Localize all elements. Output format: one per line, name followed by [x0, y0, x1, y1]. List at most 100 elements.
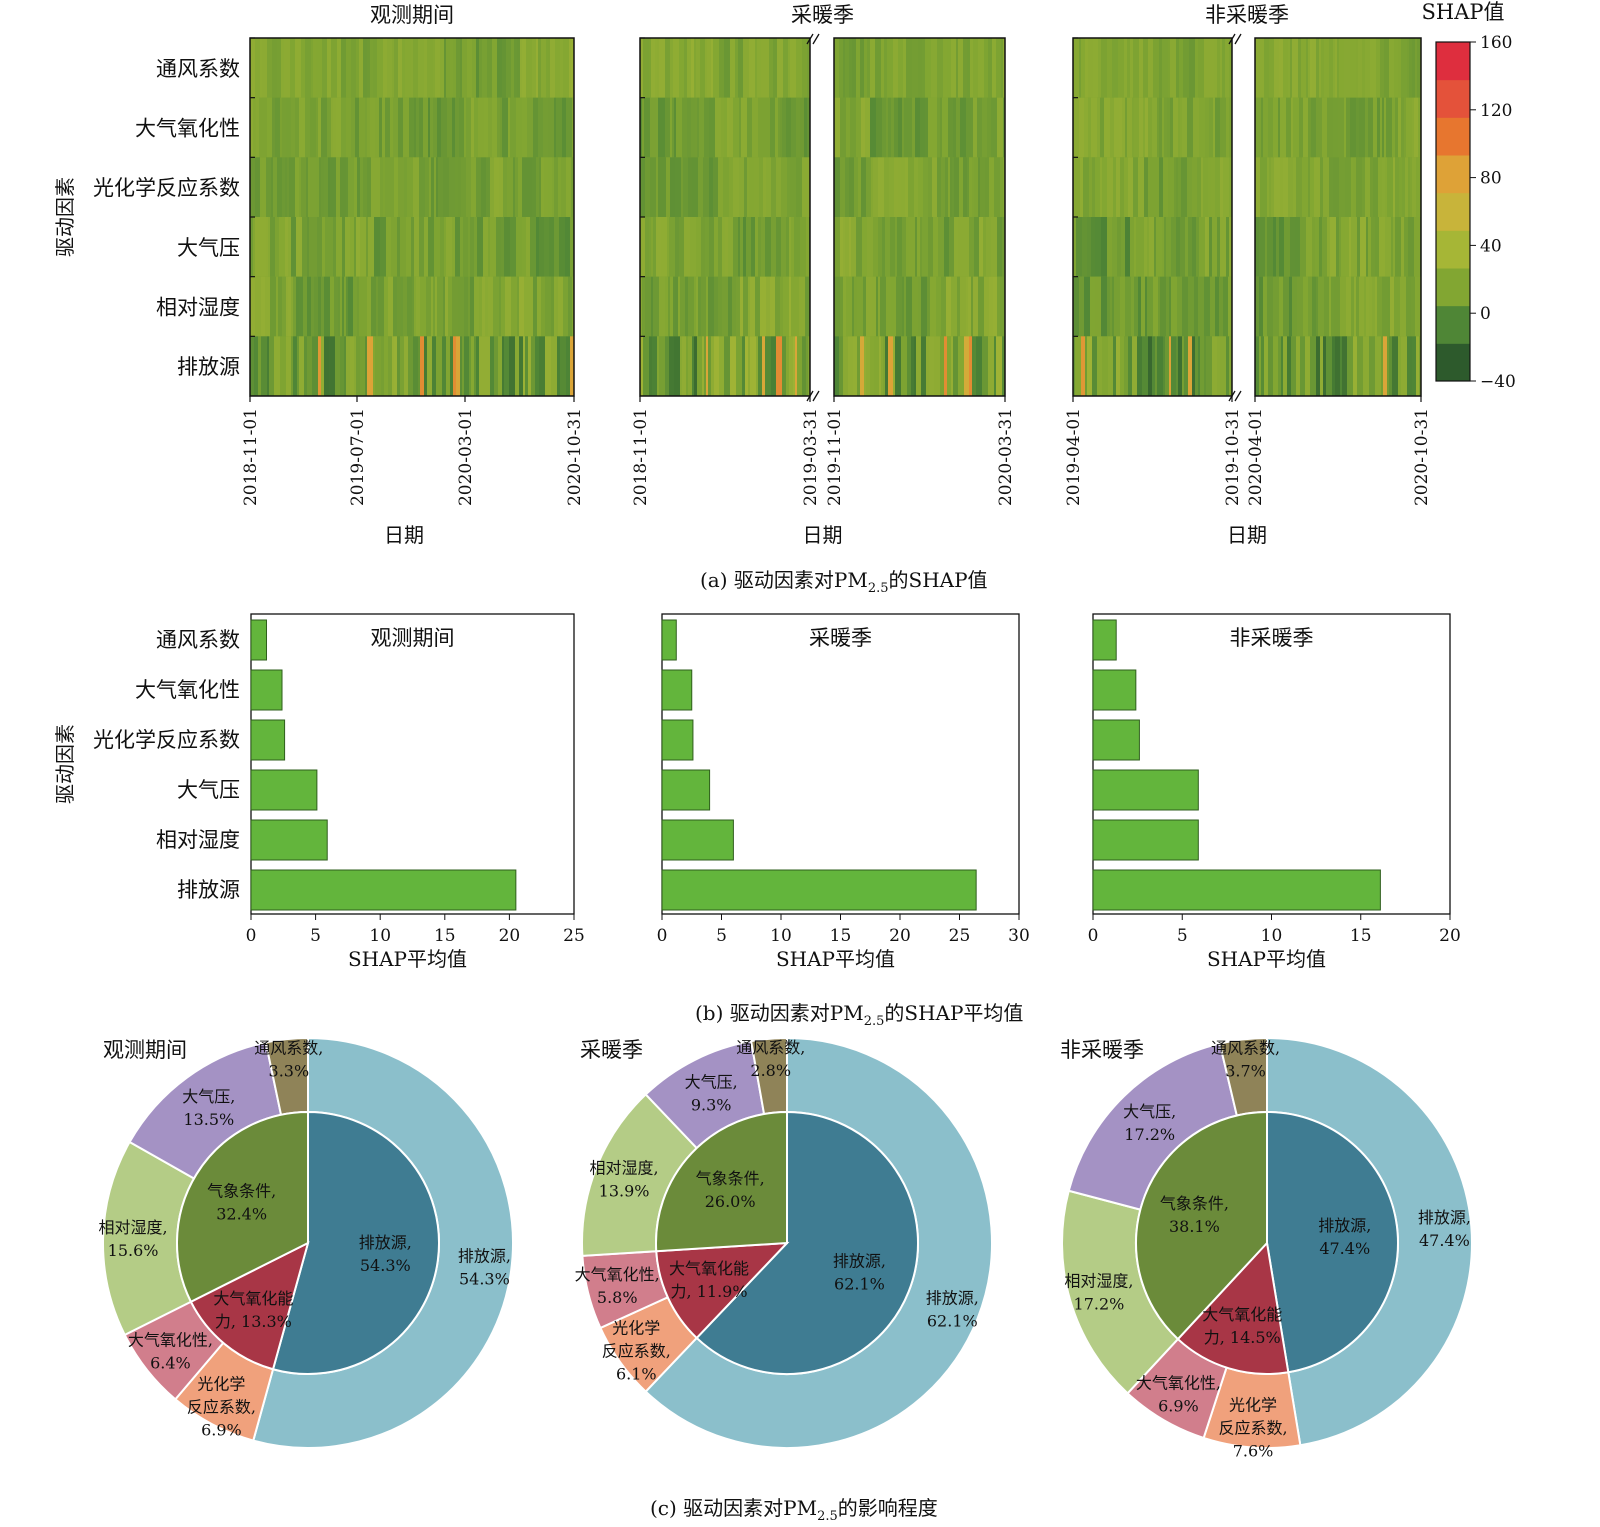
- heatmap-cell: [1192, 336, 1195, 396]
- heatmap-cell: [949, 217, 954, 277]
- heatmap-cell: [1387, 336, 1389, 396]
- heatmap-cell: [1142, 336, 1148, 396]
- heatmap-cell: [316, 157, 319, 217]
- heatmap-cell: [1395, 217, 1401, 277]
- heatmap-cell: [261, 276, 265, 337]
- heatmap-cell: [318, 97, 321, 158]
- heatmap-cell: [1113, 157, 1116, 217]
- heatmap-cell: [807, 38, 809, 98]
- heatmap-cell: [322, 38, 327, 98]
- heatmap-cell: [1095, 157, 1100, 217]
- heatmap-cell: [398, 97, 403, 158]
- x-tick-label: 20: [499, 926, 521, 946]
- heatmap-cell: [385, 157, 388, 217]
- heatmap-cell: [665, 38, 670, 98]
- heatmap-cell: [1398, 336, 1401, 396]
- heatmap-cell: [764, 97, 770, 158]
- heatmap-cell: [519, 336, 523, 396]
- heatmap-cell: [507, 157, 513, 217]
- heatmap-cell: [867, 38, 870, 98]
- colorbar-step: [1436, 192, 1470, 231]
- heatmap-cell: [940, 97, 942, 158]
- heatmap-cell: [794, 217, 800, 277]
- heatmap-cell: [313, 38, 316, 98]
- heatmap-cell: [739, 97, 741, 158]
- heatmap-cell: [506, 38, 511, 98]
- heatmap-cell: [796, 276, 799, 337]
- heatmap-cell: [486, 157, 490, 217]
- heatmap-cell: [1369, 336, 1375, 396]
- heatmap-cell: [408, 336, 413, 396]
- heatmap-cell: [937, 38, 943, 98]
- heatmap-cell: [299, 276, 303, 337]
- heatmap-cell: [280, 336, 286, 396]
- heatmap-cell: [344, 336, 346, 396]
- heatmap-cell: [284, 38, 290, 98]
- heatmap-cell: [274, 336, 280, 396]
- slice-label: 大气氧化性,: [1136, 1373, 1221, 1392]
- heatmap-cell: [851, 217, 856, 277]
- heatmap-cell: [1416, 157, 1421, 217]
- y-category-label: 光化学反应系数: [93, 728, 240, 752]
- heatmap-cell: [1141, 276, 1145, 337]
- heatmap-cell: [1080, 157, 1083, 217]
- heatmap-cell: [500, 97, 502, 158]
- heatmap-cell: [1274, 157, 1280, 217]
- heatmap-cell: [277, 38, 281, 98]
- heatmap-cell: [1305, 336, 1310, 396]
- heatmap-cell: [1168, 157, 1174, 217]
- heatmap-cell: [852, 276, 854, 337]
- heatmap-cell: [982, 336, 988, 396]
- slice-label: 32.4%: [216, 1205, 267, 1224]
- heatmap-cell: [416, 276, 420, 337]
- heatmap-cell: [1292, 38, 1298, 98]
- heatmap-cell: [1127, 97, 1132, 158]
- heatmap-cell: [905, 157, 908, 217]
- heatmap-cell: [760, 276, 766, 337]
- heatmap-cell: [928, 97, 934, 158]
- heatmap-cell: [1267, 157, 1269, 217]
- heatmap-cell: [1145, 97, 1148, 158]
- plot-frame: [1092, 613, 1451, 915]
- heatmap-cell: [519, 276, 524, 337]
- heatmap-cell: [870, 336, 874, 396]
- bar: [1092, 769, 1199, 811]
- heatmap-cell: [394, 157, 398, 217]
- heatmap-cell: [1153, 157, 1159, 217]
- slice-label: 6.9%: [1158, 1396, 1199, 1415]
- heatmap-cell: [706, 276, 708, 337]
- heatmap-cell: [560, 336, 566, 396]
- heatmap-cell: [839, 336, 843, 396]
- heatmap-cell: [324, 276, 330, 337]
- heatmap-cell: [1229, 97, 1232, 158]
- heatmap-cell: [484, 336, 490, 396]
- heatmap-cell: [280, 97, 282, 158]
- heatmap-cell: [850, 97, 856, 158]
- heatmap-cell: [375, 336, 381, 396]
- heatmap-cell: [272, 38, 277, 98]
- heatmap-cell: [921, 276, 927, 337]
- heatmap-cell: [705, 38, 707, 98]
- heatmap-cell: [516, 97, 522, 158]
- heatmap-cell: [463, 217, 468, 277]
- bar: [250, 719, 286, 761]
- heatmap-cell: [1406, 97, 1412, 158]
- heatmap-cell: [271, 157, 273, 217]
- heatmap-cell: [1226, 336, 1229, 396]
- heatmap-cell: [984, 38, 988, 98]
- heatmap-cell: [800, 97, 804, 158]
- heatmap-cell: [974, 217, 979, 277]
- heatmap-cell: [670, 38, 673, 98]
- heatmap-cell: [733, 217, 738, 277]
- heatmap-cell: [660, 97, 665, 158]
- slice-label: 大气压,: [685, 1073, 738, 1092]
- x-tick-label: 25: [563, 926, 585, 946]
- heatmap-cell: [492, 38, 497, 98]
- heatmap-cell: [1182, 97, 1187, 158]
- heatmap-cell: [1255, 97, 1261, 158]
- heatmap-cell: [1220, 217, 1226, 277]
